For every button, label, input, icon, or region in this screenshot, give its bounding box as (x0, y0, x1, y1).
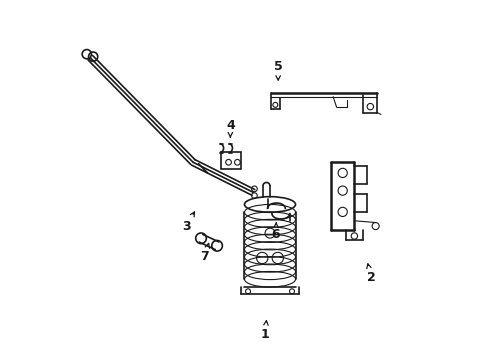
Text: 7: 7 (200, 243, 209, 263)
Bar (221, 152, 241, 169)
Text: 6: 6 (271, 222, 280, 242)
Text: 1: 1 (260, 321, 269, 341)
Text: 5: 5 (273, 60, 282, 80)
Text: 3: 3 (182, 212, 194, 233)
Text: 4: 4 (225, 118, 234, 138)
Text: 2: 2 (366, 264, 375, 284)
